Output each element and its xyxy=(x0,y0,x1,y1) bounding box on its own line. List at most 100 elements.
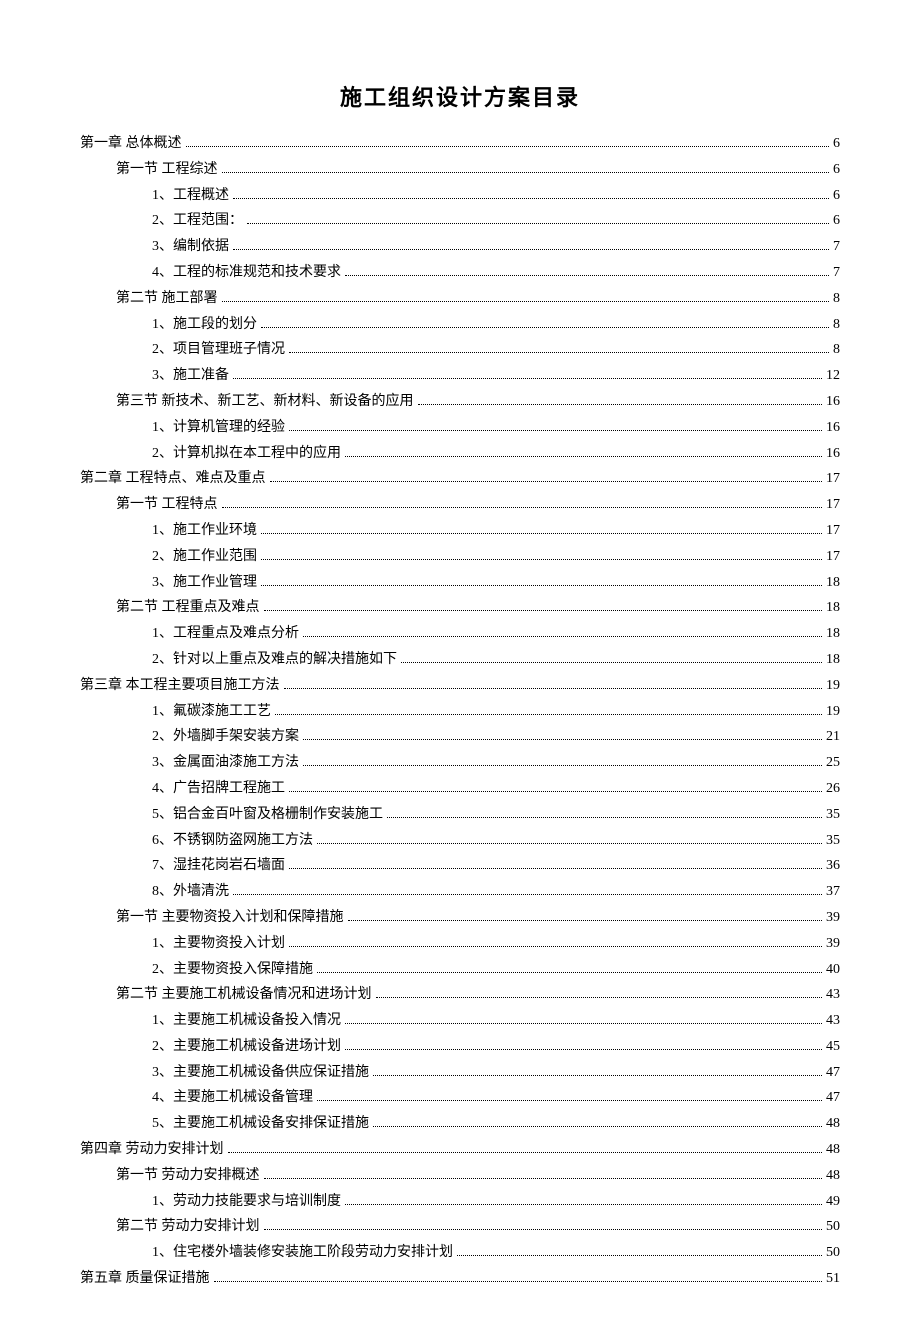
toc-page-number: 8 xyxy=(833,338,840,362)
toc-entry: 4、广告招牌工程施工26 xyxy=(152,777,840,801)
toc-leader-dots xyxy=(233,894,822,895)
toc-leader-dots xyxy=(457,1255,822,1256)
toc-label: 4、工程的标准规范和技术要求 xyxy=(152,261,341,285)
toc-page-number: 40 xyxy=(826,958,840,982)
toc-leader-dots xyxy=(289,868,822,869)
toc-entry: 第三章 本工程主要项目施工方法 19 xyxy=(80,674,840,698)
toc-label: 1、主要施工机械设备投入情况 xyxy=(152,1009,341,1033)
toc-label: 1、氟碳漆施工工艺 xyxy=(152,700,271,724)
toc-page-number: 43 xyxy=(826,983,840,1007)
toc-entry: 4、工程的标准规范和技术要求 7 xyxy=(152,261,840,285)
toc-entry: 第一节 主要物资投入计划和保障措施39 xyxy=(116,906,840,930)
toc-entry: 第二节 工程重点及难点18 xyxy=(116,596,840,620)
toc-entry: 1、工程概述6 xyxy=(152,184,840,208)
toc-page-number: 17 xyxy=(826,493,840,517)
toc-entry: 第二章 工程特点、难点及重点17 xyxy=(80,467,840,491)
toc-leader-dots xyxy=(222,301,830,302)
toc-label: 第一节 工程特点 xyxy=(116,493,218,517)
toc-entry: 1、工程重点及难点分析18 xyxy=(152,622,840,646)
toc-page-number: 39 xyxy=(826,932,840,956)
toc-page-number: 35 xyxy=(826,803,840,827)
toc-leader-dots xyxy=(289,791,822,792)
toc-label: 5、主要施工机械设备安排保证措施 xyxy=(152,1112,369,1136)
toc-label: 1、施工段的划分 xyxy=(152,313,257,337)
toc-leader-dots xyxy=(387,817,822,818)
toc-entry: 第一节 工程特点 17 xyxy=(116,493,840,517)
toc-leader-dots xyxy=(345,1049,822,1050)
toc-page-number: 25 xyxy=(826,751,840,775)
toc-label: 3、金属面油漆施工方法 xyxy=(152,751,299,775)
toc-entry: 1、施工段的划分 8 xyxy=(152,313,840,337)
toc-label: 第五章 质量保证措施 xyxy=(80,1267,210,1291)
toc-label: 3、编制依据 xyxy=(152,235,229,259)
toc-label: 3、施工作业管理 xyxy=(152,571,257,595)
toc-leader-dots xyxy=(303,739,822,740)
toc-leader-dots xyxy=(345,1023,822,1024)
toc-page-number: 51 xyxy=(826,1267,840,1291)
toc-label: 第四章 劳动力安排计划 xyxy=(80,1138,224,1162)
toc-page-number: 7 xyxy=(833,261,840,285)
toc-label: 1、主要物资投入计划 xyxy=(152,932,285,956)
toc-leader-dots xyxy=(233,378,822,379)
toc-leader-dots xyxy=(264,1229,823,1230)
toc-page-number: 6 xyxy=(833,209,840,233)
toc-page-number: 19 xyxy=(826,674,840,698)
toc-entry: 第四章 劳动力安排计划48 xyxy=(80,1138,840,1162)
toc-entry: 2、主要施工机械设备进场计划45 xyxy=(152,1035,840,1059)
toc-leader-dots xyxy=(289,430,822,431)
toc-leader-dots xyxy=(233,198,829,199)
toc-leader-dots xyxy=(373,1075,822,1076)
toc-page-number: 17 xyxy=(826,519,840,543)
toc-page-number: 48 xyxy=(826,1112,840,1136)
toc-entry: 2、项目管理班子情况8 xyxy=(152,338,840,362)
toc-page-number: 37 xyxy=(826,880,840,904)
toc-label: 2、计算机拟在本工程中的应用 xyxy=(152,442,341,466)
toc-label: 1、工程概述 xyxy=(152,184,229,208)
toc-page-number: 47 xyxy=(826,1061,840,1085)
toc-page-number: 6 xyxy=(833,158,840,182)
toc-entry: 3、施工准备 12 xyxy=(152,364,840,388)
toc-entry: 2、施工作业范围17 xyxy=(152,545,840,569)
toc-label: 第一节 主要物资投入计划和保障措施 xyxy=(116,906,344,930)
toc-label: 第三章 本工程主要项目施工方法 xyxy=(80,674,280,698)
toc-entry: 2、主要物资投入保障措施40 xyxy=(152,958,840,982)
toc-label: 第一节 劳动力安排概述 xyxy=(116,1164,260,1188)
toc-page-number: 18 xyxy=(826,596,840,620)
toc-leader-dots xyxy=(289,946,822,947)
toc-entry: 第五章 质量保证措施 51 xyxy=(80,1267,840,1291)
toc-entry: 2、计算机拟在本工程中的应用16 xyxy=(152,442,840,466)
toc-label: 1、住宅楼外墙装修安装施工阶段劳动力安排计划 xyxy=(152,1241,453,1265)
toc-entry: 2、工程范围： 6 xyxy=(152,209,840,233)
toc-entry: 1、氟碳漆施工工艺 19 xyxy=(152,700,840,724)
toc-page-number: 19 xyxy=(826,700,840,724)
toc-label: 第一节 工程综述 xyxy=(116,158,218,182)
toc-page-number: 8 xyxy=(833,313,840,337)
toc-leader-dots xyxy=(233,249,829,250)
toc-label: 第三节 新技术、新工艺、新材料、新设备的应用 xyxy=(116,390,414,414)
toc-entry: 第三节 新技术、新工艺、新材料、新设备的应用 16 xyxy=(116,390,840,414)
toc-leader-dots xyxy=(289,352,829,353)
document-title: 施工组织设计方案目录 xyxy=(80,80,840,112)
toc-entry: 1、计算机管理的经验16 xyxy=(152,416,840,440)
toc-leader-dots xyxy=(345,275,829,276)
toc-label: 2、施工作业范围 xyxy=(152,545,257,569)
toc-entry: 6、不锈钢防盗网施工方法 35 xyxy=(152,829,840,853)
toc-entry: 3、施工作业管理 18 xyxy=(152,571,840,595)
toc-entry: 1、施工作业环境17 xyxy=(152,519,840,543)
toc-page-number: 12 xyxy=(826,364,840,388)
toc-page-number: 35 xyxy=(826,829,840,853)
toc-leader-dots xyxy=(348,920,823,921)
toc-label: 1、计算机管理的经验 xyxy=(152,416,285,440)
toc-label: 1、工程重点及难点分析 xyxy=(152,622,299,646)
toc-page-number: 36 xyxy=(826,854,840,878)
toc-label: 2、工程范围： xyxy=(152,209,243,233)
toc-entry: 1、主要物资投入计划 39 xyxy=(152,932,840,956)
toc-label: 6、不锈钢防盗网施工方法 xyxy=(152,829,313,853)
toc-entry: 4、主要施工机械设备管理47 xyxy=(152,1086,840,1110)
toc-label: 3、施工准备 xyxy=(152,364,229,388)
toc-page-number: 16 xyxy=(826,390,840,414)
toc-page-number: 18 xyxy=(826,571,840,595)
toc-page-number: 50 xyxy=(826,1241,840,1265)
toc-leader-dots xyxy=(401,662,822,663)
toc-entry: 2、外墙脚手架安装方案21 xyxy=(152,725,840,749)
